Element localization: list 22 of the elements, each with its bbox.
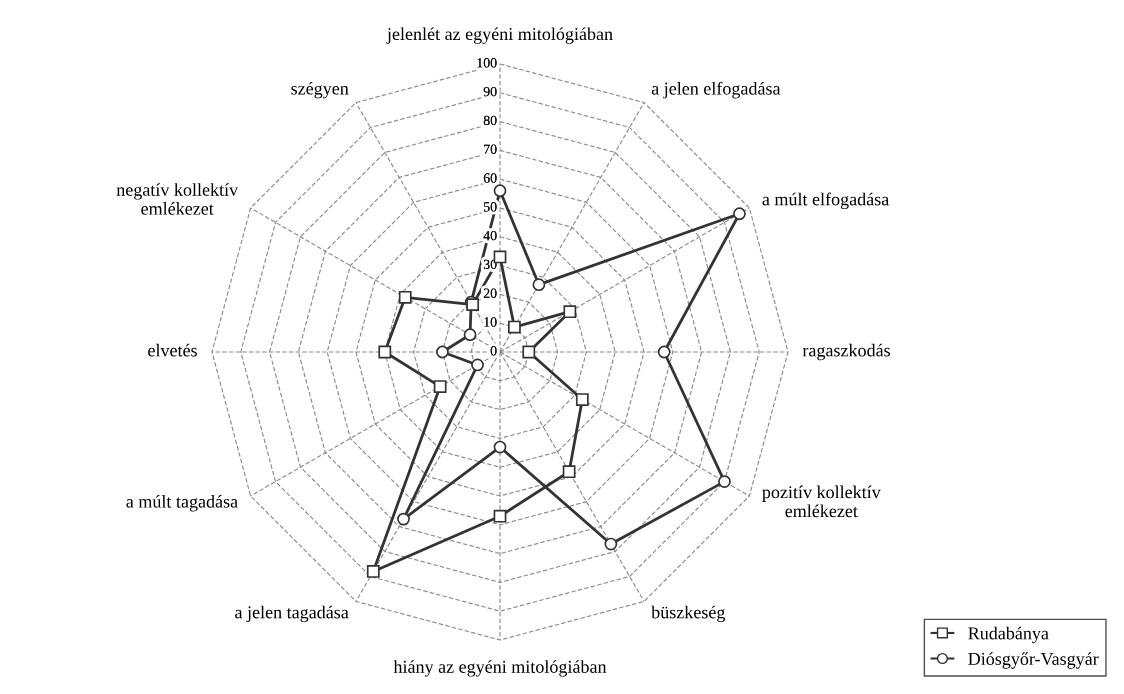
- spoke-label: jelenlét az egyéni mitológiában: [386, 27, 613, 44]
- legend-label: Diósgyőr-Vasgyár: [968, 652, 1099, 669]
- spoke-label: ragaszkodás: [802, 343, 890, 361]
- y-tick-label: 70: [484, 144, 497, 154]
- y-tick-label: 80: [483, 115, 497, 126]
- y-tick-label: 90: [483, 86, 497, 97]
- y-tick-label: 10: [484, 317, 497, 327]
- y-tick-label: 0: [490, 346, 497, 356]
- spoke-label: elvetés: [148, 343, 197, 357]
- y-tick-label: 100: [477, 58, 497, 68]
- spoke-label: a múlt tagadása: [126, 494, 238, 512]
- spoke-label: a jelen elfogadása: [651, 81, 781, 99]
- spoke-label: hiány az egyéni mitológiában: [393, 660, 607, 677]
- spoke-label: pozitív kollektív emlékezet: [762, 485, 881, 518]
- legend-label: Rudabánya: [968, 626, 1049, 644]
- spoke-label: negatív kollektív emlékezet: [116, 183, 239, 215]
- spoke-label: szégyen: [291, 81, 349, 99]
- spoke-label: a múlt elfogadása: [762, 192, 889, 210]
- spoke-label: büszkeség: [651, 605, 726, 623]
- y-tick-label: 20: [483, 288, 497, 298]
- spoke-label: a jelen tagadása: [235, 605, 349, 623]
- y-tick-label: 60: [483, 173, 497, 183]
